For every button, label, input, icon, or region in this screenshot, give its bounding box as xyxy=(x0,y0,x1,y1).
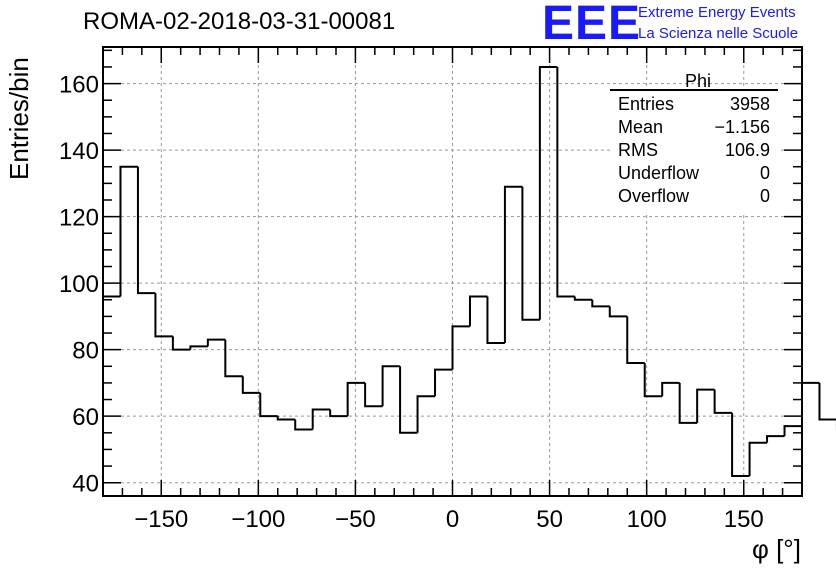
x-tick-label: 0 xyxy=(446,506,459,533)
stats-row-value: 0 xyxy=(760,163,770,183)
y-tick-label: 120 xyxy=(59,205,99,232)
histogram-bin xyxy=(766,435,785,443)
logo-line-1: Extreme Energy Events xyxy=(638,4,796,21)
histogram-bin xyxy=(696,388,715,423)
x-tick-label: −100 xyxy=(231,506,285,533)
histogram-bin xyxy=(136,166,156,295)
histogram-bin xyxy=(154,293,173,338)
x-tick-label: 100 xyxy=(627,506,667,533)
histogram-bin xyxy=(731,412,750,478)
histogram-bin xyxy=(171,336,191,351)
histogram-bin xyxy=(678,382,698,424)
histogram-bin xyxy=(294,419,313,431)
chart-title: ROMA-02-2018-03-31-00081 xyxy=(83,8,396,35)
histogram-bin xyxy=(521,186,540,321)
histogram-bin xyxy=(329,409,348,418)
y-tick-label: 140 xyxy=(59,138,99,165)
histogram-bin xyxy=(818,382,836,421)
histogram-bin xyxy=(661,381,680,397)
histogram-bin xyxy=(801,381,820,427)
y-tick-label: 160 xyxy=(59,72,99,99)
histogram-bin xyxy=(713,389,733,414)
histogram-bin xyxy=(573,296,593,301)
stats-row-label: Entries xyxy=(618,94,674,114)
histogram-bin xyxy=(556,66,575,298)
histogram-bin xyxy=(224,339,243,378)
stats-row-value: 0 xyxy=(760,186,770,206)
histogram-bin xyxy=(486,296,505,345)
eee-logo: EEE xyxy=(542,0,642,50)
logo-line-2: La Scienza nelle Scuole xyxy=(638,25,799,42)
histogram-bin xyxy=(276,416,296,421)
histogram-bin xyxy=(259,392,278,418)
x-tick-label: 50 xyxy=(536,506,563,533)
histogram-bin xyxy=(119,165,138,297)
histogram-bin xyxy=(748,441,768,477)
histogram-bin xyxy=(643,362,663,398)
x-axis-label: φ [°] xyxy=(752,534,801,564)
x-tick-label: −50 xyxy=(335,506,376,533)
stats-box-bg xyxy=(610,89,778,214)
stats-row-value: 106.9 xyxy=(725,140,770,160)
histogram-bin xyxy=(381,365,401,407)
histogram-bin xyxy=(241,376,261,394)
histogram-bin xyxy=(364,382,383,408)
histogram-bin xyxy=(608,306,628,318)
histogram-bin xyxy=(538,65,558,320)
stats-row-label: Mean xyxy=(618,117,663,137)
histogram-bin xyxy=(206,338,226,347)
histogram-bin xyxy=(503,185,523,344)
histogram-bin xyxy=(434,368,453,397)
histogram-bin xyxy=(783,425,802,437)
x-tick-label: −150 xyxy=(134,506,188,533)
histogram-bin xyxy=(626,316,645,364)
stats-row-label: Underflow xyxy=(618,163,700,183)
stats-row-value: −1.156 xyxy=(714,117,770,137)
histogram-bin xyxy=(311,408,331,430)
stats-header: Phi xyxy=(685,71,711,91)
y-tick-label: 40 xyxy=(72,471,99,498)
x-tick-label: 150 xyxy=(724,506,764,533)
y-tick-label: 80 xyxy=(72,338,99,365)
y-tick-label: 60 xyxy=(72,404,99,431)
stats-row-label: Overflow xyxy=(618,186,690,206)
histogram-bin xyxy=(346,381,366,417)
histogram-bin xyxy=(468,295,488,327)
histogram-bin xyxy=(451,325,470,370)
histogram-bin xyxy=(189,345,208,350)
histogram-bin xyxy=(591,299,610,308)
stats-row-label: RMS xyxy=(618,140,658,160)
histogram-bin xyxy=(416,395,436,433)
histogram-bin xyxy=(399,366,418,434)
stats-row-value: 3958 xyxy=(730,94,770,114)
y-tick-label: 100 xyxy=(59,271,99,298)
